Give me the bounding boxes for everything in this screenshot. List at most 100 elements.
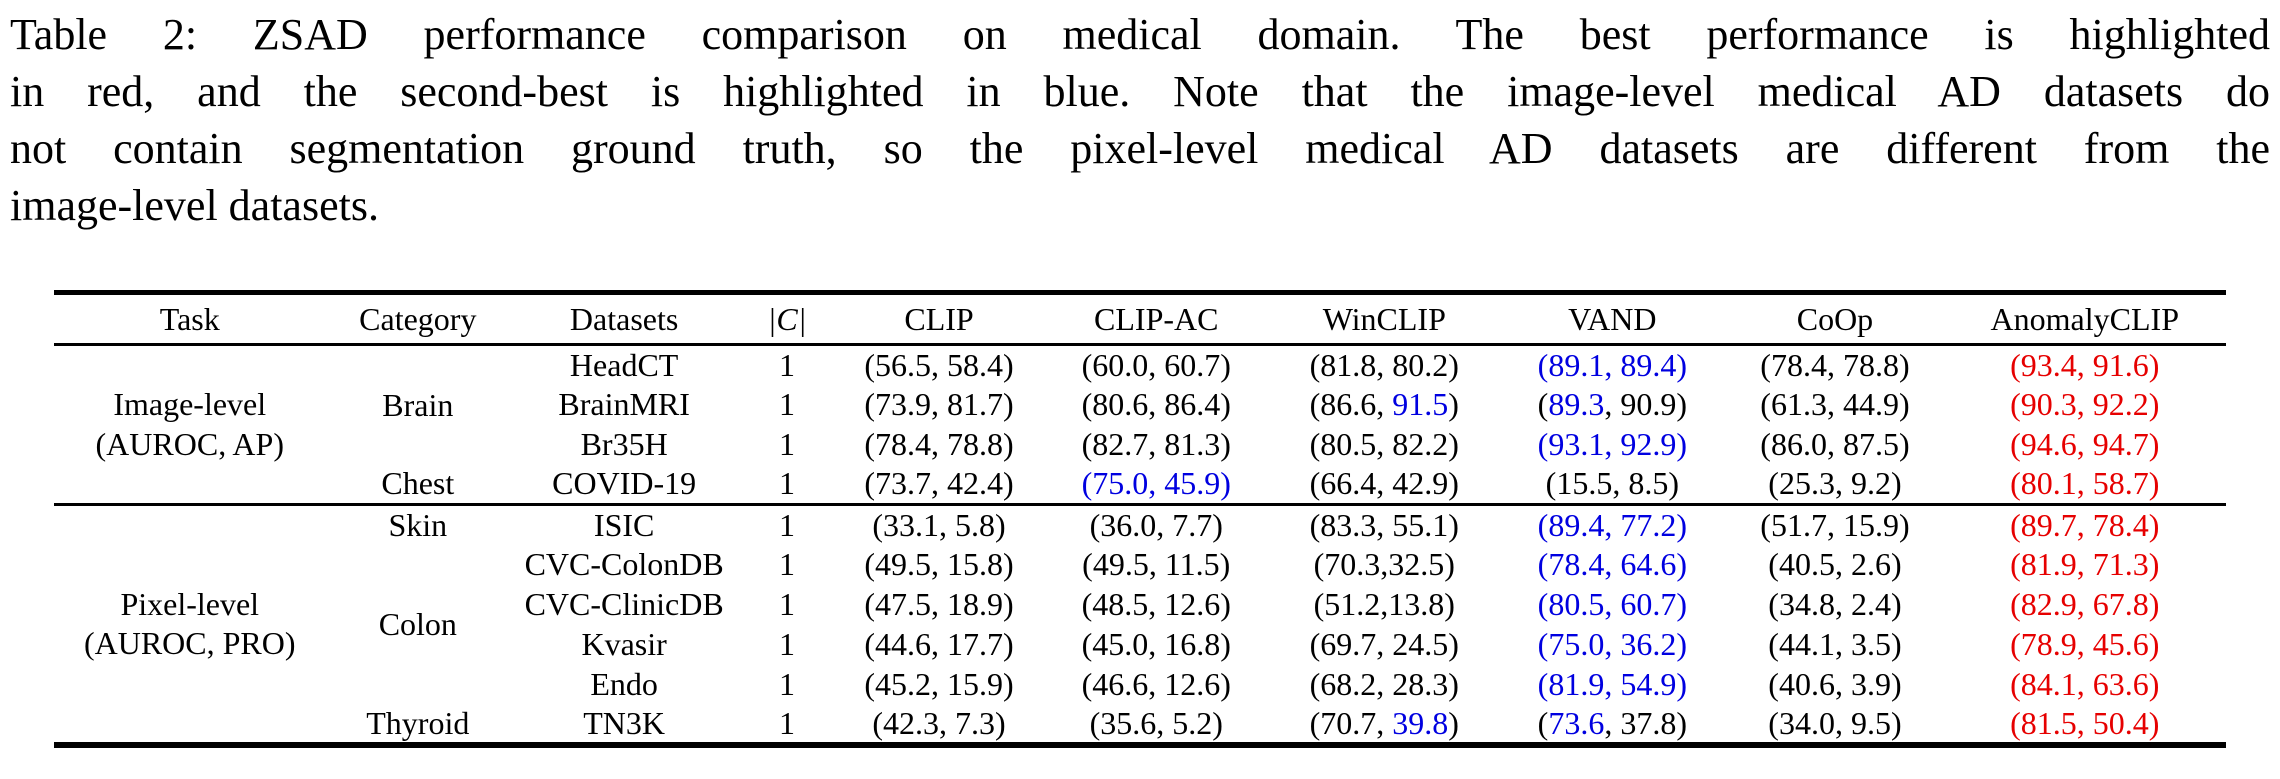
score-cell: (93.1, 92.9) [1498, 425, 1726, 465]
score-cell: (89.4, 77.2) [1498, 503, 1727, 545]
class-count-cell: 1 [779, 704, 796, 741]
score-value-2: 92.2 [2092, 386, 2149, 422]
score-value-2: 55.1 [1392, 506, 1449, 543]
score-value-1: 34.0 [1778, 704, 1835, 741]
score-pair: (93.4, 91.6) [2010, 346, 2160, 383]
score-value-2: 67.8 [2092, 586, 2149, 622]
score-value-2: 15.9 [947, 666, 1004, 702]
score-value-2: 44.9 [1842, 386, 1899, 422]
class-count-cell: 1 [779, 386, 796, 422]
score-cell: (86.6, 91.5) [1270, 385, 1498, 425]
score-value-1: 68.2 [1320, 666, 1377, 702]
score-value-2: 15.9 [1842, 506, 1899, 543]
score-value-2: 54.9 [1620, 666, 1677, 702]
score-cell: (56.5, 58.4) [836, 345, 1042, 385]
score-value-1: 66.4 [1320, 465, 1377, 502]
score-pair: (80.1, 58.7) [2010, 465, 2160, 502]
score-cell: (40.6, 3.9) [1726, 665, 1943, 705]
score-value-2: 45.6 [2092, 626, 2149, 662]
score-pair: (86.6, 91.5) [1309, 386, 1459, 422]
score-pair: (69.7, 24.5) [1309, 626, 1459, 662]
score-pair: (83.3, 55.1) [1309, 506, 1459, 543]
score-cell: (83.3, 55.1) [1270, 503, 1499, 545]
score-pair: (61.3, 44.9) [1760, 386, 1910, 422]
score-value-1: 89.7 [2020, 506, 2077, 543]
score-value-2: 81.3 [1164, 426, 1221, 462]
table-caption: Table 2: ZSAD performance comparison on … [0, 0, 2280, 234]
score-value-2: 15.8 [947, 546, 1004, 582]
score-cell: (33.1, 5.8) [835, 503, 1043, 545]
score-pair: (60.0, 60.7) [1081, 346, 1231, 383]
score-value-2: 77.2 [1620, 506, 1677, 543]
score-value-2: 92.9 [1620, 426, 1677, 462]
score-value-1: 48.5 [1092, 586, 1149, 622]
score-pair: (89.3, 90.9) [1537, 386, 1687, 422]
score-cell: (78.4, 78.8) [1726, 345, 1943, 385]
caption-line-1: Table 2: ZSAD performance comparison on … [10, 10, 2270, 59]
dataset-cell: ISIC [510, 503, 739, 545]
score-value-2: 32.5 [1388, 546, 1445, 582]
score-value-1: 89.3 [1548, 386, 1605, 422]
score-value-1: 70.7 [1320, 704, 1377, 741]
score-cell: (70.3,32.5) [1270, 545, 1498, 585]
score-value-1: 89.4 [1548, 506, 1605, 543]
score-value-1: 45.0 [1092, 626, 1149, 662]
score-value-2: 45.9 [1164, 465, 1221, 502]
score-cell: (89.3, 90.9) [1498, 385, 1726, 425]
score-pair: (80.5, 82.2) [1309, 426, 1459, 462]
dataset-cell: HeadCT [569, 346, 679, 383]
score-value-1: 73.9 [875, 386, 932, 422]
col-header-datasets: Datasets [510, 292, 739, 346]
score-value-1: 15.5 [1556, 465, 1613, 502]
score-value-1: 44.6 [875, 626, 932, 662]
score-value-2: 78.8 [1842, 346, 1899, 383]
score-value-1: 35.6 [1100, 704, 1157, 741]
score-cell: (90.3, 92.2) [1944, 385, 2226, 425]
category-cell: Brain [382, 386, 454, 423]
score-cell: (80.6, 86.4) [1042, 385, 1270, 425]
score-cell: (66.4, 42.9) [1270, 465, 1498, 505]
score-pair: (73.6, 37.8) [1537, 704, 1687, 741]
dataset-cell: COVID-19 [552, 465, 697, 502]
table-row: Image-level (AUROC, AP) Brain HeadCT 1 (56.5,… [54, 345, 2226, 462]
dataset-cell: CVC-ColonDB [524, 546, 724, 582]
score-value-1: 47.5 [875, 586, 932, 622]
score-value-2: 5.8 [955, 506, 996, 543]
score-cell: (81.9, 54.9) [1498, 665, 1726, 705]
score-pair: (75.0, 45.9) [1081, 465, 1231, 502]
score-cell: (78.4, 64.6) [1498, 545, 1726, 585]
header-row: Task Category Datasets |C| CLIP CLIP-AC … [54, 292, 2226, 346]
score-cell: (78.9, 45.6) [1944, 625, 2226, 665]
score-cell: (84.1, 63.6) [1944, 665, 2226, 705]
score-value-1: 80.6 [1092, 386, 1149, 422]
score-value-1: 61.3 [1770, 386, 1827, 422]
caption-line-3: not contain segmentation ground truth, s… [10, 124, 2270, 173]
score-value-2: 94.7 [2092, 426, 2149, 462]
score-pair: (86.0, 87.5) [1760, 426, 1910, 462]
score-value-2: 2.6 [1850, 546, 1891, 582]
score-cell: (34.0, 9.5) [1726, 705, 1943, 745]
score-pair: (70.3,32.5) [1313, 546, 1455, 582]
score-value-2: 42.9 [1392, 465, 1449, 502]
score-value-2: 16.8 [1164, 626, 1221, 662]
score-pair: (35.6, 5.2) [1089, 704, 1223, 741]
score-pair: (36.0, 7.7) [1089, 506, 1223, 543]
score-pair: (56.5, 58.4) [864, 346, 1014, 383]
score-pair: (47.5, 18.9) [864, 586, 1014, 622]
score-value-2: 78.4 [2092, 506, 2149, 543]
score-pair: (81.8, 80.2) [1309, 346, 1459, 383]
score-value-1: 83.3 [1320, 506, 1377, 543]
class-count-cell: 1 [738, 503, 836, 545]
score-value-2: 37.8 [1620, 704, 1677, 741]
score-value-1: 78.4 [875, 426, 932, 462]
score-value-1: 82.7 [1092, 426, 1149, 462]
score-cell: (51.7, 15.9) [1726, 503, 1944, 545]
score-value-1: 44.1 [1778, 626, 1835, 662]
table-row: Kvasir 1 (44.6, 17.7) (45.0, 16.8) (69.7, 24… [54, 625, 2226, 665]
score-pair: (80.5, 60.7) [1537, 586, 1687, 622]
dataset-cell: BrainMRI [558, 386, 690, 422]
score-cell: (82.9, 67.8) [1944, 585, 2226, 625]
score-value-2: 7.3 [955, 704, 996, 741]
score-pair: (44.1, 3.5) [1768, 626, 1902, 662]
score-pair: (68.2, 28.3) [1309, 666, 1459, 702]
